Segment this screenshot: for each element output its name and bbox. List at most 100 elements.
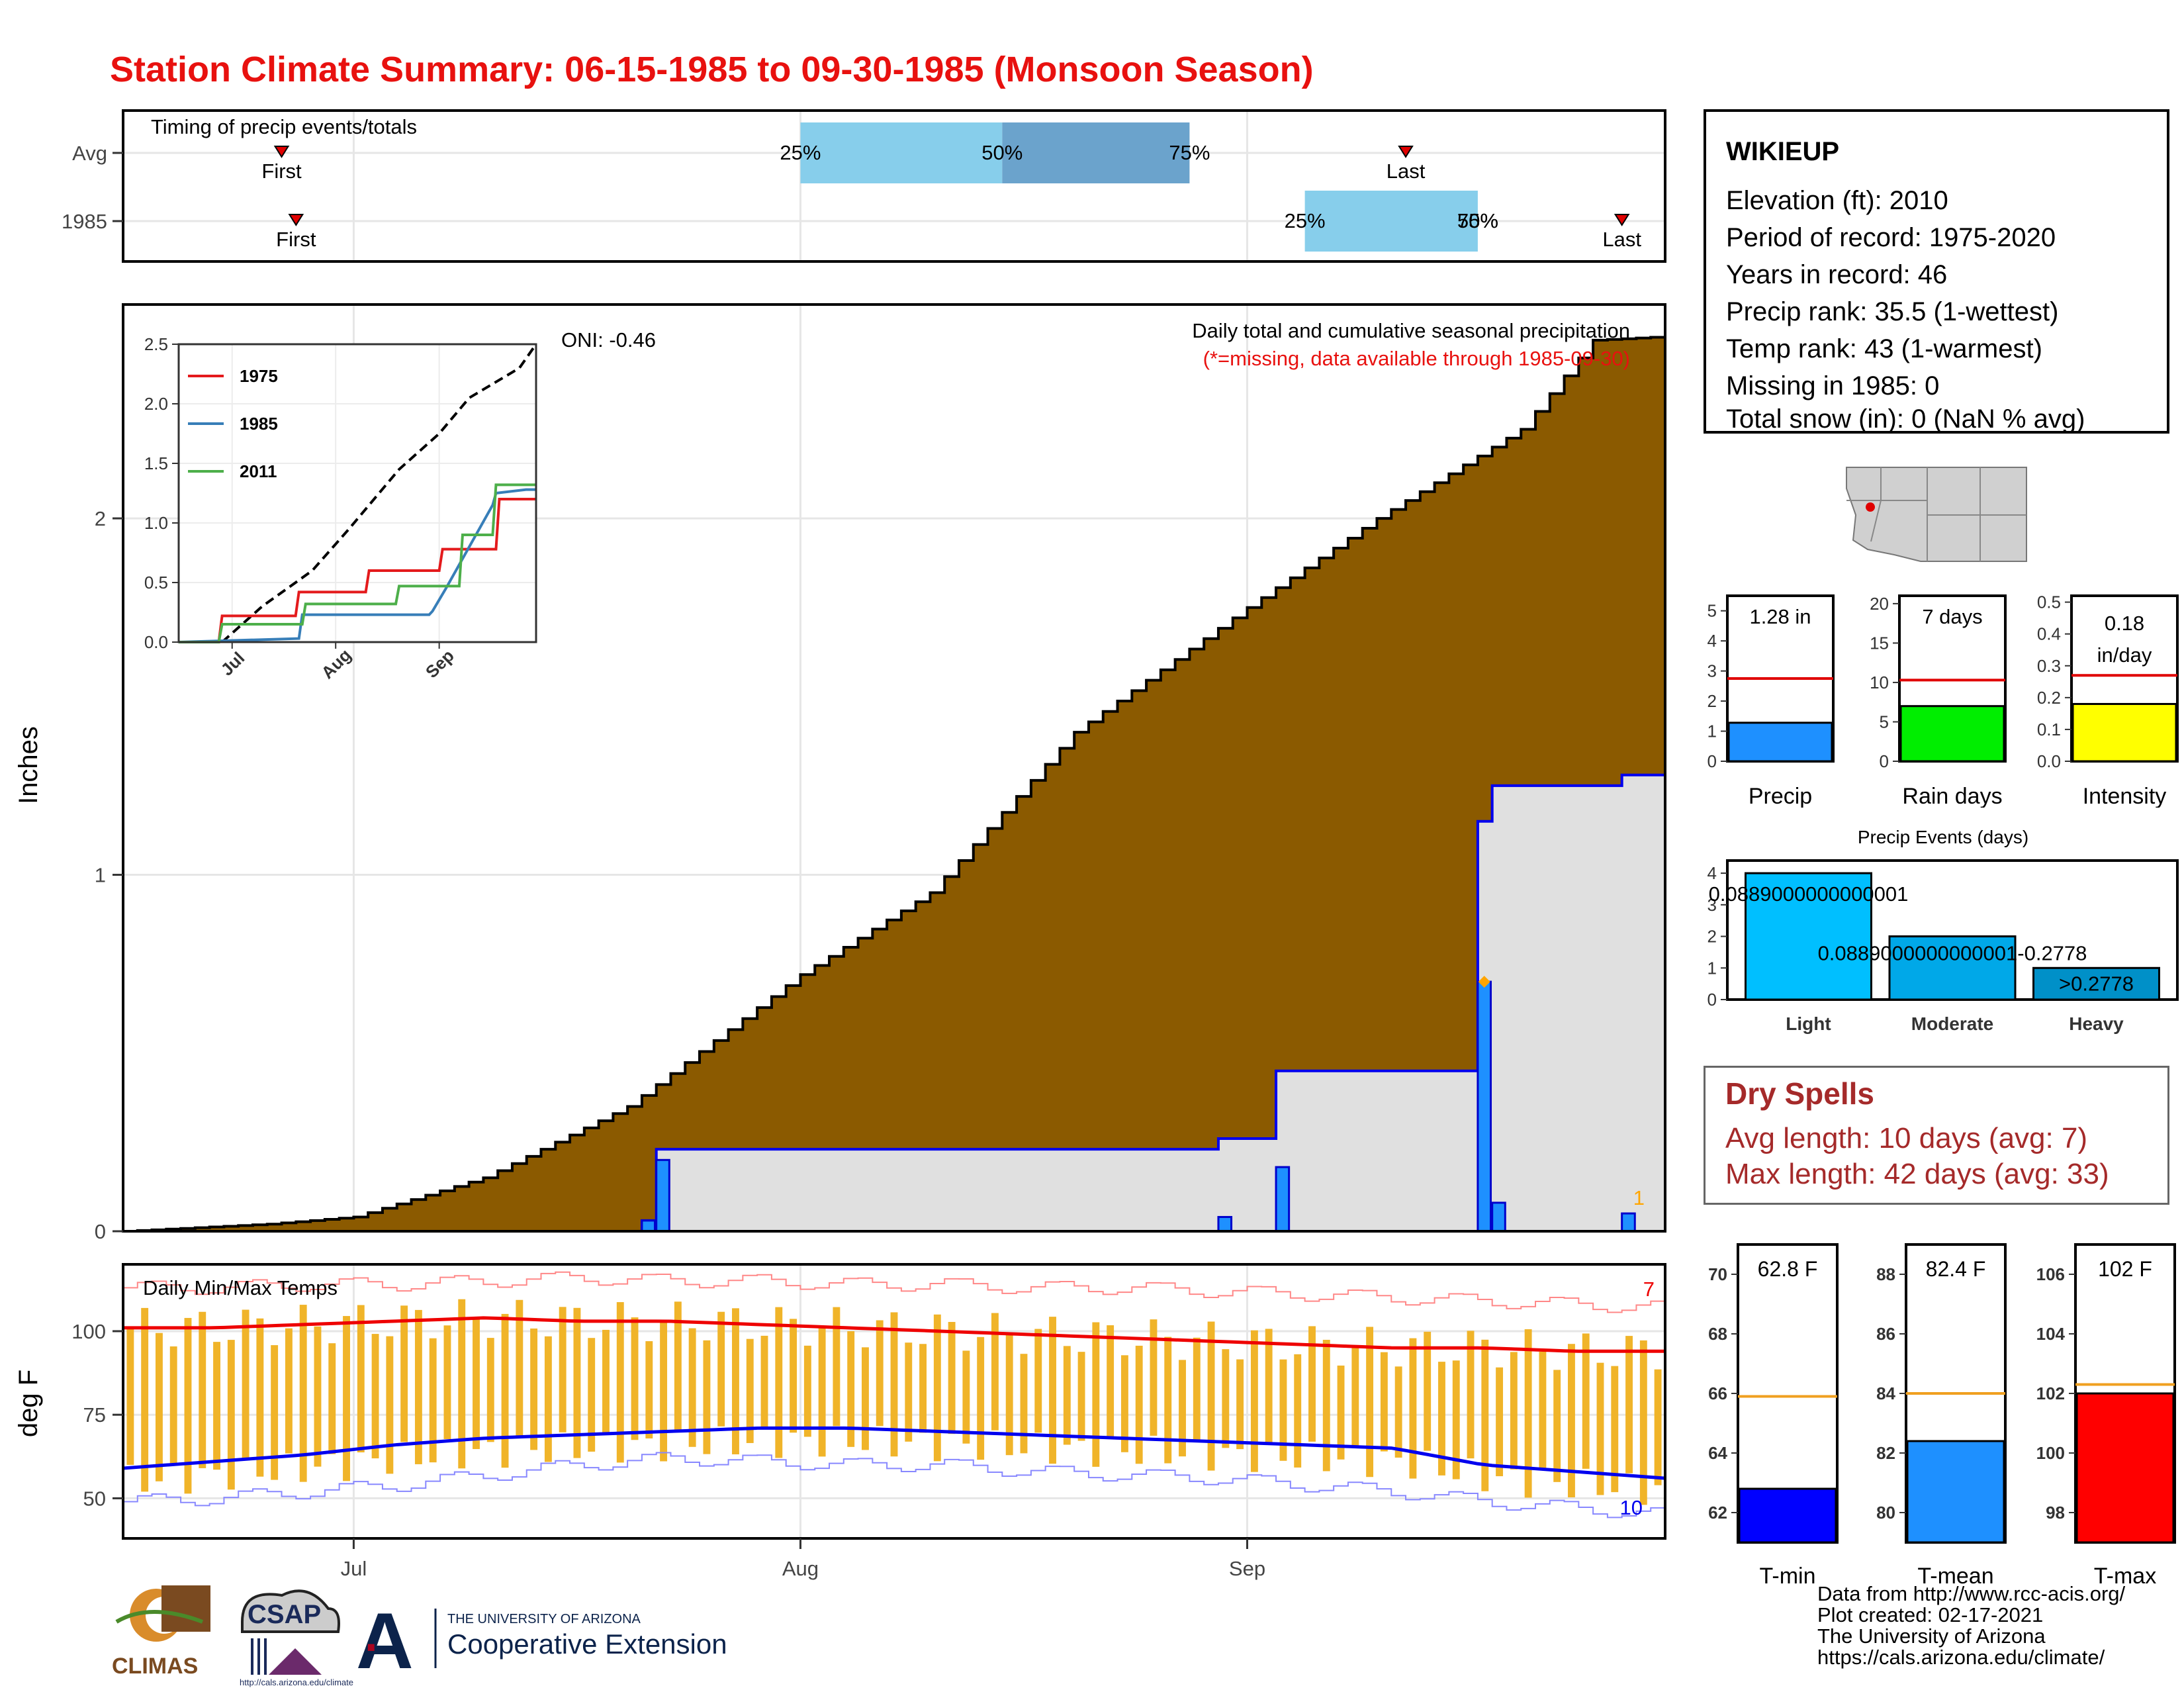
summary-ytick-label: 20 <box>1870 594 1889 614</box>
temp-summary-value-label: 82.4 F <box>1926 1257 1986 1281</box>
daily-temp-bar <box>1596 1362 1604 1495</box>
max-record-count: 7 <box>1643 1278 1655 1301</box>
year-cumulative-area <box>123 774 1665 1231</box>
daily-temp-bar <box>256 1318 264 1477</box>
precip-panel: Daily total and cumulative seasonal prec… <box>14 303 1666 1243</box>
station-location-marker <box>1866 502 1875 512</box>
year-first-label: First <box>276 228 316 251</box>
station-elevation: Elevation (ft): 2010 <box>1726 186 1948 215</box>
daily-temp-bar <box>1351 1346 1359 1448</box>
daily-temp-bar <box>1467 1331 1475 1459</box>
inset-legend-label: 1985 <box>240 414 278 434</box>
daily-temp-bar <box>357 1305 365 1453</box>
avg-p25-label: 25% <box>780 141 821 164</box>
dry-spells-box: Dry Spells Avg length: 10 days (avg: 7) … <box>1704 1066 2169 1205</box>
daily-temp-bar <box>242 1309 250 1458</box>
temp-summary-ytick-label: 84 <box>1876 1383 1895 1403</box>
svg-text:Cooperative Extension: Cooperative Extension <box>447 1628 727 1660</box>
daily-temp-bar <box>1481 1339 1489 1491</box>
summary-bar-precip <box>1727 722 1833 763</box>
daily-temp-bar <box>1020 1354 1028 1454</box>
avg-last-label: Last <box>1387 160 1426 183</box>
summary-ytick-label: 0 <box>1880 751 1889 771</box>
daily-temp-bar <box>847 1331 855 1447</box>
station-snow: Total snow (in): 0 (NaN % avg) <box>1726 404 2085 434</box>
avg-first-marker <box>273 146 290 158</box>
temp-summary-ytick-label: 64 <box>1708 1443 1727 1463</box>
summary-ytick-label: 5 <box>1880 712 1889 731</box>
daily-temp-bar <box>1553 1370 1561 1482</box>
temp-summary-ytick-label: 82 <box>1876 1443 1895 1463</box>
temp-summary-ytick-label: 68 <box>1708 1324 1727 1344</box>
timing-panel: Timing of precip events/totals Avg 1985 … <box>62 109 1666 263</box>
temp-summary-bars: 62 64 66 68 70 62.8 F T-min 80 82 84 86 88 82.4 F T-m… <box>1708 1243 2176 1589</box>
summary-ytick-label: 1 <box>1707 722 1717 741</box>
inset-ytick-label: 2.5 <box>144 334 168 354</box>
svg-text:CLIMAS: CLIMAS <box>112 1654 198 1679</box>
daily-temp-bar <box>1164 1336 1172 1464</box>
temp-summary-ytick-label: 80 <box>1876 1503 1895 1523</box>
daily-temp-bar <box>1005 1334 1013 1456</box>
credit-university: The University of Arizona <box>1817 1624 2046 1648</box>
daily-temp-bar <box>1294 1354 1302 1468</box>
daily-precip-bar <box>641 1219 657 1233</box>
daily-temp-bar <box>1222 1349 1230 1448</box>
summary-ytick-label: 0.1 <box>2037 720 2061 739</box>
summary-ytick-label: 2 <box>1707 691 1717 711</box>
daily-temp-bar <box>314 1326 322 1467</box>
daily-temp-bar <box>1077 1352 1085 1441</box>
year-last-marker <box>1614 214 1630 226</box>
avg-tmax-line <box>123 1316 1665 1353</box>
events-title: Precip Events (days) <box>1858 827 2028 847</box>
page-title: Station Climate Summary: 06-15-1985 to 0… <box>110 50 1314 89</box>
summary-value-label: 0.18 <box>2105 612 2144 635</box>
temp-summary-ytick-label: 70 <box>1708 1264 1727 1284</box>
climas-logo: CLIMAS <box>112 1585 210 1679</box>
summary-bars: 0 1 2 3 4 5 1.28 in Precip 0 5 10 15 20 7 days Rain da… <box>1707 592 2179 808</box>
events-bar-value: >0.2778 <box>2059 972 2134 995</box>
summary-bar-rain-days <box>1899 705 2005 763</box>
inset-chart: 0.0 0.5 1.0 1.5 2.0 2.5 Jul Aug Sep 1975 1985 2011 <box>144 334 537 682</box>
daily-temp-bar <box>1193 1337 1201 1440</box>
daily-temp-bar <box>1380 1352 1388 1452</box>
daily-temp-bar <box>516 1299 523 1438</box>
temp-summary-ytick-label: 88 <box>1876 1264 1895 1284</box>
timing-row-avg: Avg <box>72 142 107 165</box>
events-ytick-label: 0 <box>1707 990 1717 1009</box>
summary-bar-label: Precip <box>1749 784 1812 808</box>
timing-row-year: 1985 <box>62 210 107 233</box>
x-tick-label: Sep <box>1229 1557 1265 1580</box>
year-iqr-low <box>1304 191 1478 252</box>
daily-temp-bar <box>414 1309 422 1464</box>
daily-temp-bar <box>573 1307 581 1458</box>
daily-temp-bar <box>1496 1367 1504 1477</box>
daily-temp-bar <box>343 1316 350 1481</box>
daily-temp-bar <box>616 1302 624 1463</box>
daily-temp-bar <box>703 1340 711 1454</box>
summary-bar-label: Rain days <box>1902 784 2002 808</box>
credit-data-source: Data from http://www.rcc-acis.org/ <box>1817 1582 2126 1605</box>
inset-ytick-label: 0.5 <box>144 573 168 592</box>
daily-temp-bar <box>386 1336 394 1474</box>
record-max-line <box>123 1271 1666 1313</box>
daily-temp-bar <box>1063 1346 1071 1445</box>
summary-ytick-label: 0.0 <box>2037 751 2061 771</box>
temp-summary-ytick-label: 86 <box>1876 1324 1895 1344</box>
daily-temp-bar <box>1107 1325 1115 1438</box>
daily-temp-bar <box>933 1314 941 1462</box>
credit-url: https://cals.arizona.edu/climate/ <box>1817 1646 2105 1669</box>
summary-value-unit: in/day <box>2097 643 2152 667</box>
precip-ytick-label: 2 <box>95 507 106 530</box>
avg-last-marker <box>1398 146 1414 158</box>
daily-temp-bar <box>1438 1362 1445 1476</box>
temp-summary-bar-t-mean <box>1906 1440 2005 1544</box>
temp-summary-ytick-label: 98 <box>2046 1503 2065 1523</box>
daily-temp-bar <box>155 1333 163 1481</box>
temp-summary-ytick-label: 62 <box>1708 1503 1727 1523</box>
daily-temp-bar <box>1625 1336 1633 1474</box>
daily-temp-bar <box>184 1317 192 1494</box>
dry-spells-max: Max length: 42 days (avg: 33) <box>1725 1158 2109 1190</box>
daily-temp-bar <box>126 1327 134 1465</box>
year-p25-label: 25% <box>1285 209 1326 232</box>
daily-temp-bar <box>285 1328 293 1454</box>
